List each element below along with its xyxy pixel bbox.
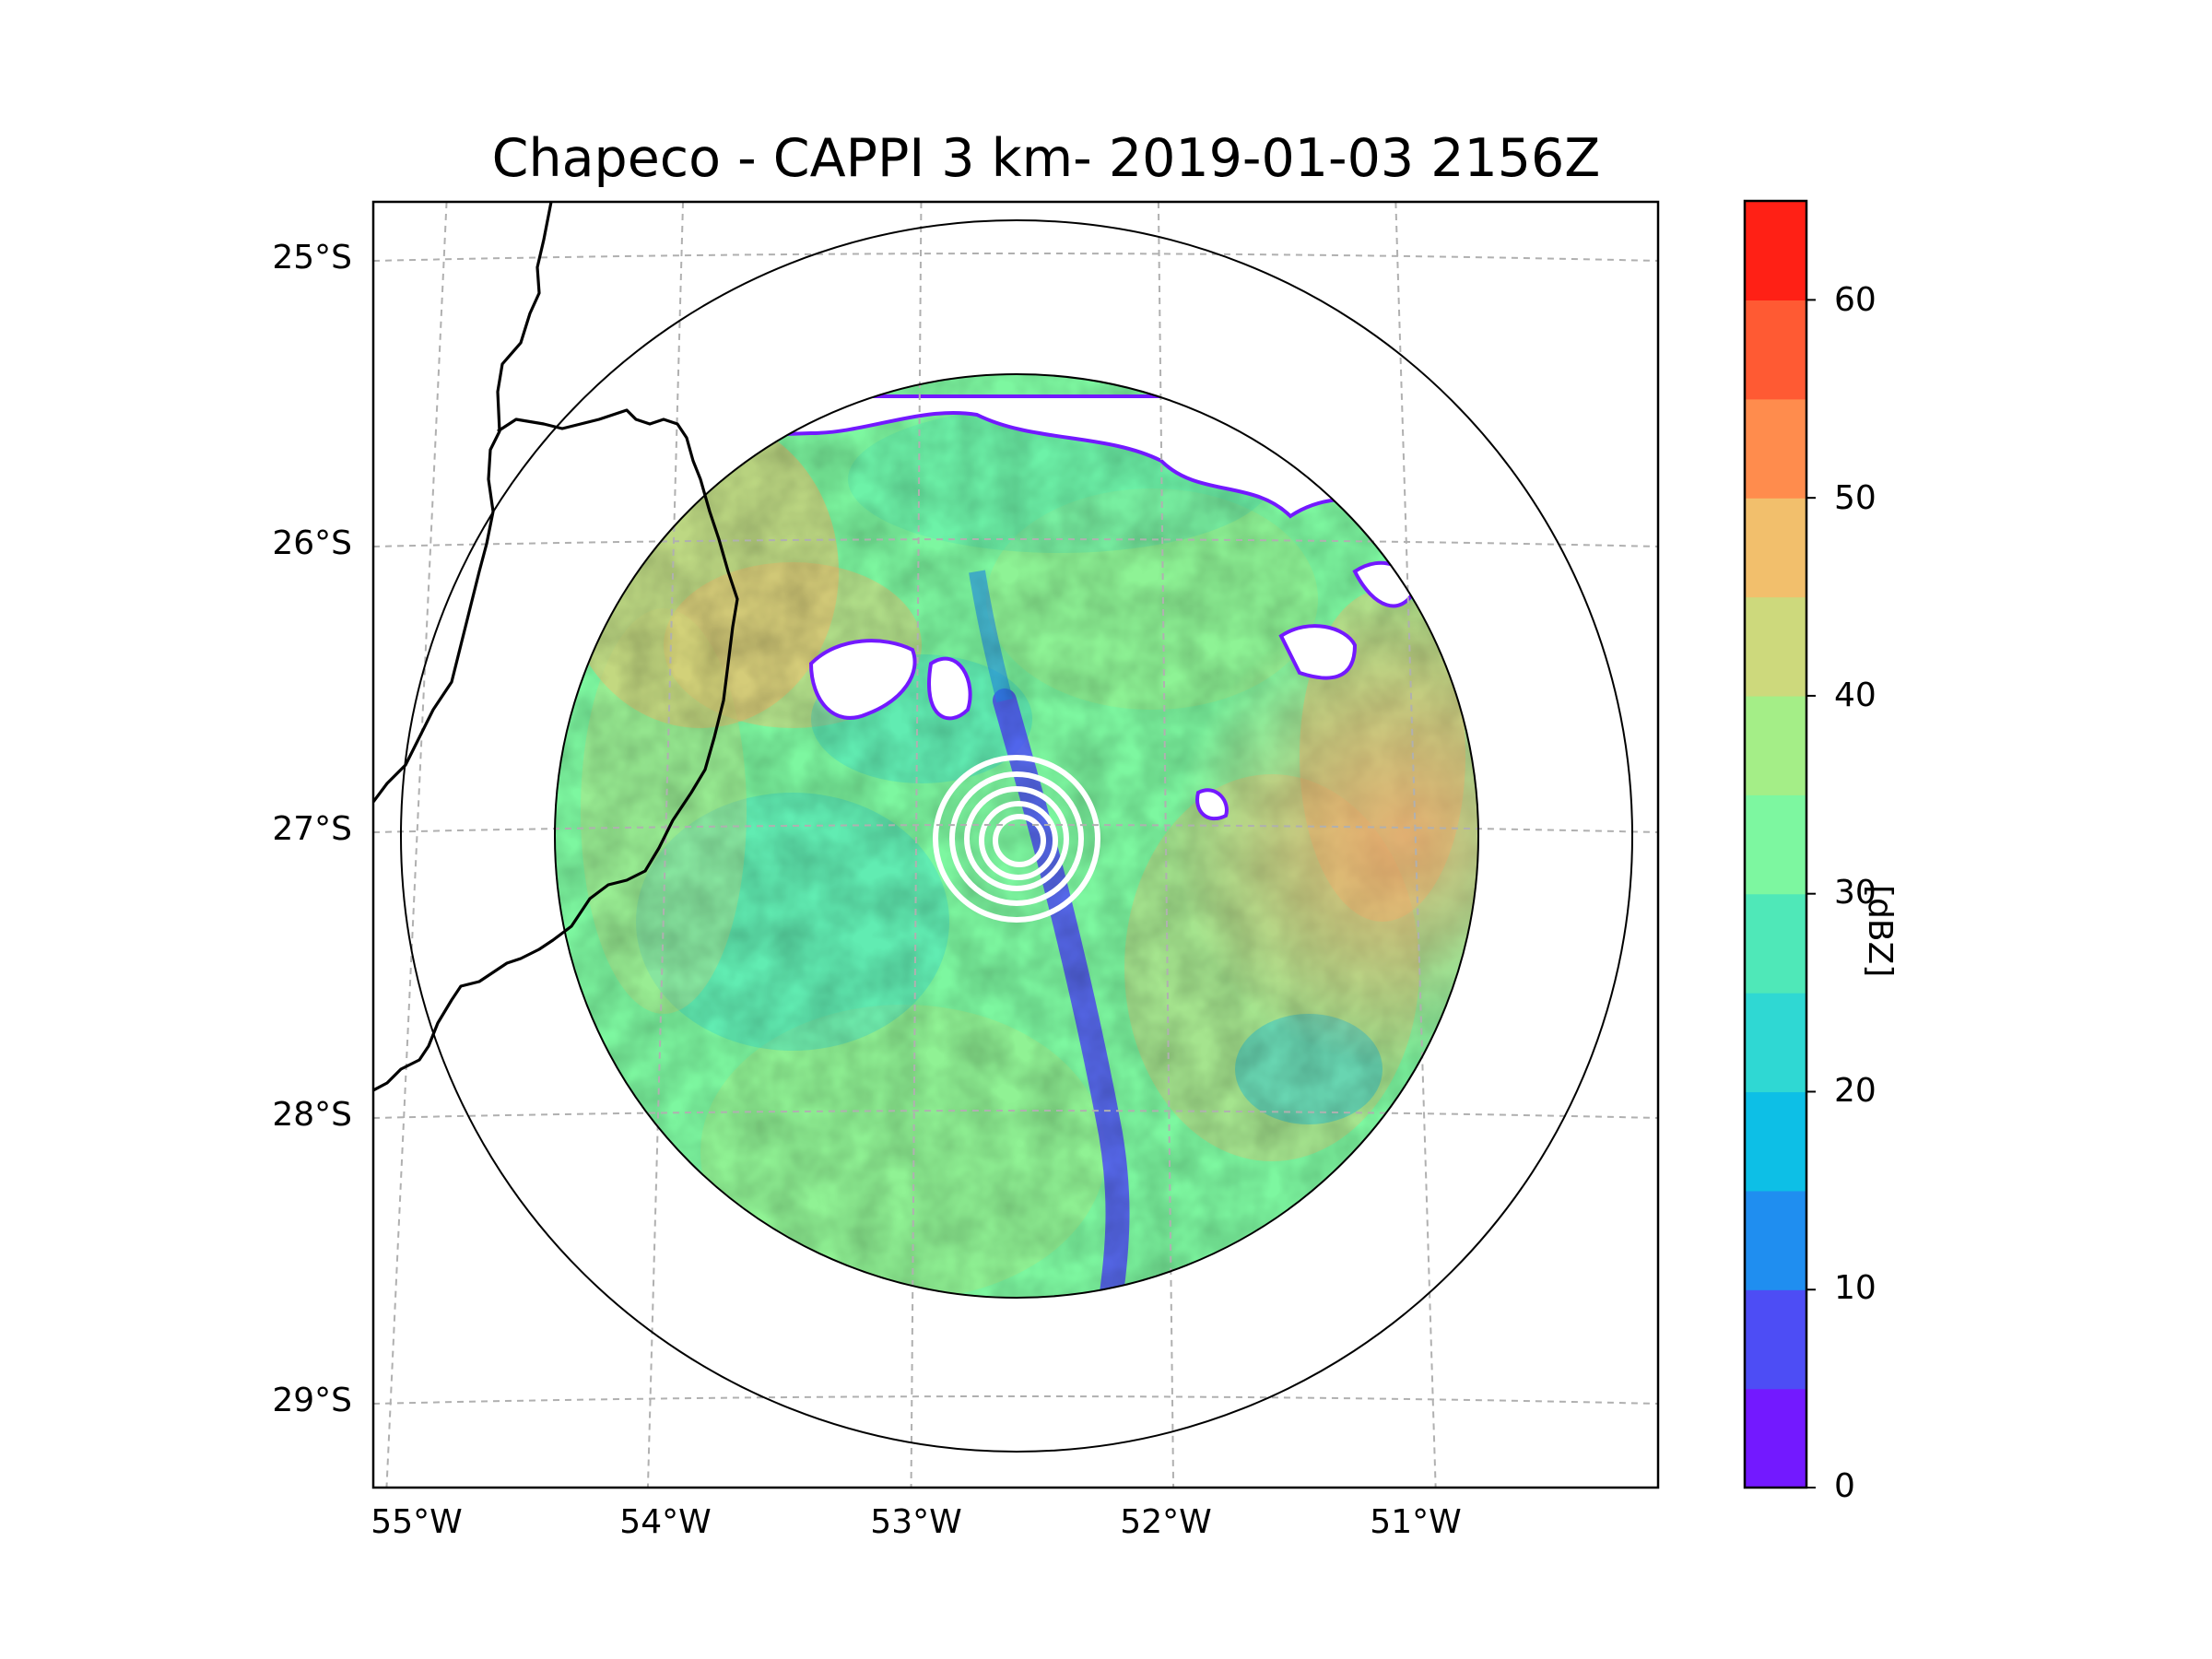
- colorbar-tick-50: 50: [1834, 479, 1877, 517]
- lon-label-53: 53°W: [870, 1503, 962, 1541]
- colorbar-frame: [1743, 199, 1808, 1489]
- lat-label-28: 28°S: [272, 1096, 352, 1134]
- colorbar-tick-10: 10: [1834, 1269, 1877, 1307]
- parallel-28s: [373, 1110, 1658, 1119]
- colorbar-segment-0: [1745, 1388, 1806, 1488]
- colorbar-tick-60: 60: [1834, 281, 1877, 319]
- colorbar-segment-40: [1745, 596, 1806, 697]
- colorbar-segment-25: [1745, 893, 1806, 994]
- nodata-patch-3: [927, 656, 972, 721]
- meridian-54w: [646, 202, 685, 1488]
- colorbar-segment-55: [1745, 300, 1806, 400]
- east-high-shading: [555, 374, 1478, 1298]
- lat-label-26: 26°S: [272, 524, 352, 562]
- colorbar-segment-50: [1745, 398, 1806, 499]
- colorbar-tick-40: 40: [1834, 677, 1877, 714]
- graticule: [373, 202, 1658, 1488]
- colorbar-tick-0: 0: [1834, 1467, 1855, 1505]
- lon-label-55: 55°W: [371, 1503, 463, 1541]
- colorbar-segment-35: [1745, 695, 1806, 795]
- lon-label-54: 54°W: [619, 1503, 712, 1541]
- colorbar-segment-20: [1745, 993, 1806, 1093]
- meridian-55w: [385, 202, 448, 1488]
- colorbar: [1743, 199, 1816, 1489]
- clutter-ring-1: [933, 755, 1100, 923]
- lat-label-29: 29°S: [272, 1382, 352, 1419]
- parallel-27s: [373, 824, 1658, 833]
- state-borders: [373, 202, 739, 1092]
- nodata-patch-6: [1195, 788, 1229, 821]
- colorbar-tick-30: 30: [1834, 874, 1877, 912]
- meridian-51w: [1394, 202, 1437, 1488]
- clutter-ring-2: [949, 771, 1084, 906]
- range-rings: [400, 219, 1633, 1453]
- lon-label-52: 52°W: [1120, 1503, 1212, 1541]
- meridian-53w: [910, 202, 923, 1488]
- clutter-ring-4: [979, 801, 1058, 880]
- lat-label-27: 27°S: [272, 810, 352, 848]
- range-ring-inner: [554, 373, 1479, 1299]
- colorbar-segment-60: [1745, 201, 1806, 300]
- chart-title: Chapeco - CAPPI 3 km- 2019-01-03 2156Z: [491, 128, 1601, 189]
- meridian-52w: [1157, 202, 1175, 1488]
- border-santa-catarina: [373, 408, 739, 1092]
- map-frame: [371, 200, 1660, 1489]
- colorbar-segment-5: [1745, 1289, 1806, 1390]
- colorbar-label: [dBZ]: [1861, 885, 1899, 978]
- clutter-ring-5: [993, 814, 1046, 867]
- nodata-patch-4: [1278, 624, 1358, 680]
- colorbar-segment-15: [1745, 1091, 1806, 1192]
- lat-label-25: 25°S: [272, 239, 352, 276]
- border-west-north: [373, 202, 553, 803]
- range-ring-outer: [400, 219, 1633, 1453]
- colorbar-segment-10: [1745, 1190, 1806, 1290]
- colorbar-tick-20: 20: [1834, 1072, 1877, 1110]
- reflectivity-field: [555, 374, 1478, 1298]
- parallel-25s: [373, 253, 1658, 262]
- parallel-26s: [373, 538, 1658, 547]
- parallel-29s: [373, 1395, 1658, 1405]
- clutter-ring-3: [964, 786, 1069, 891]
- nodata-patch-2: [808, 639, 917, 720]
- colorbar-segment-30: [1745, 794, 1806, 895]
- lon-label-51: 51°W: [1370, 1503, 1462, 1541]
- colorbar-segment-45: [1745, 498, 1806, 598]
